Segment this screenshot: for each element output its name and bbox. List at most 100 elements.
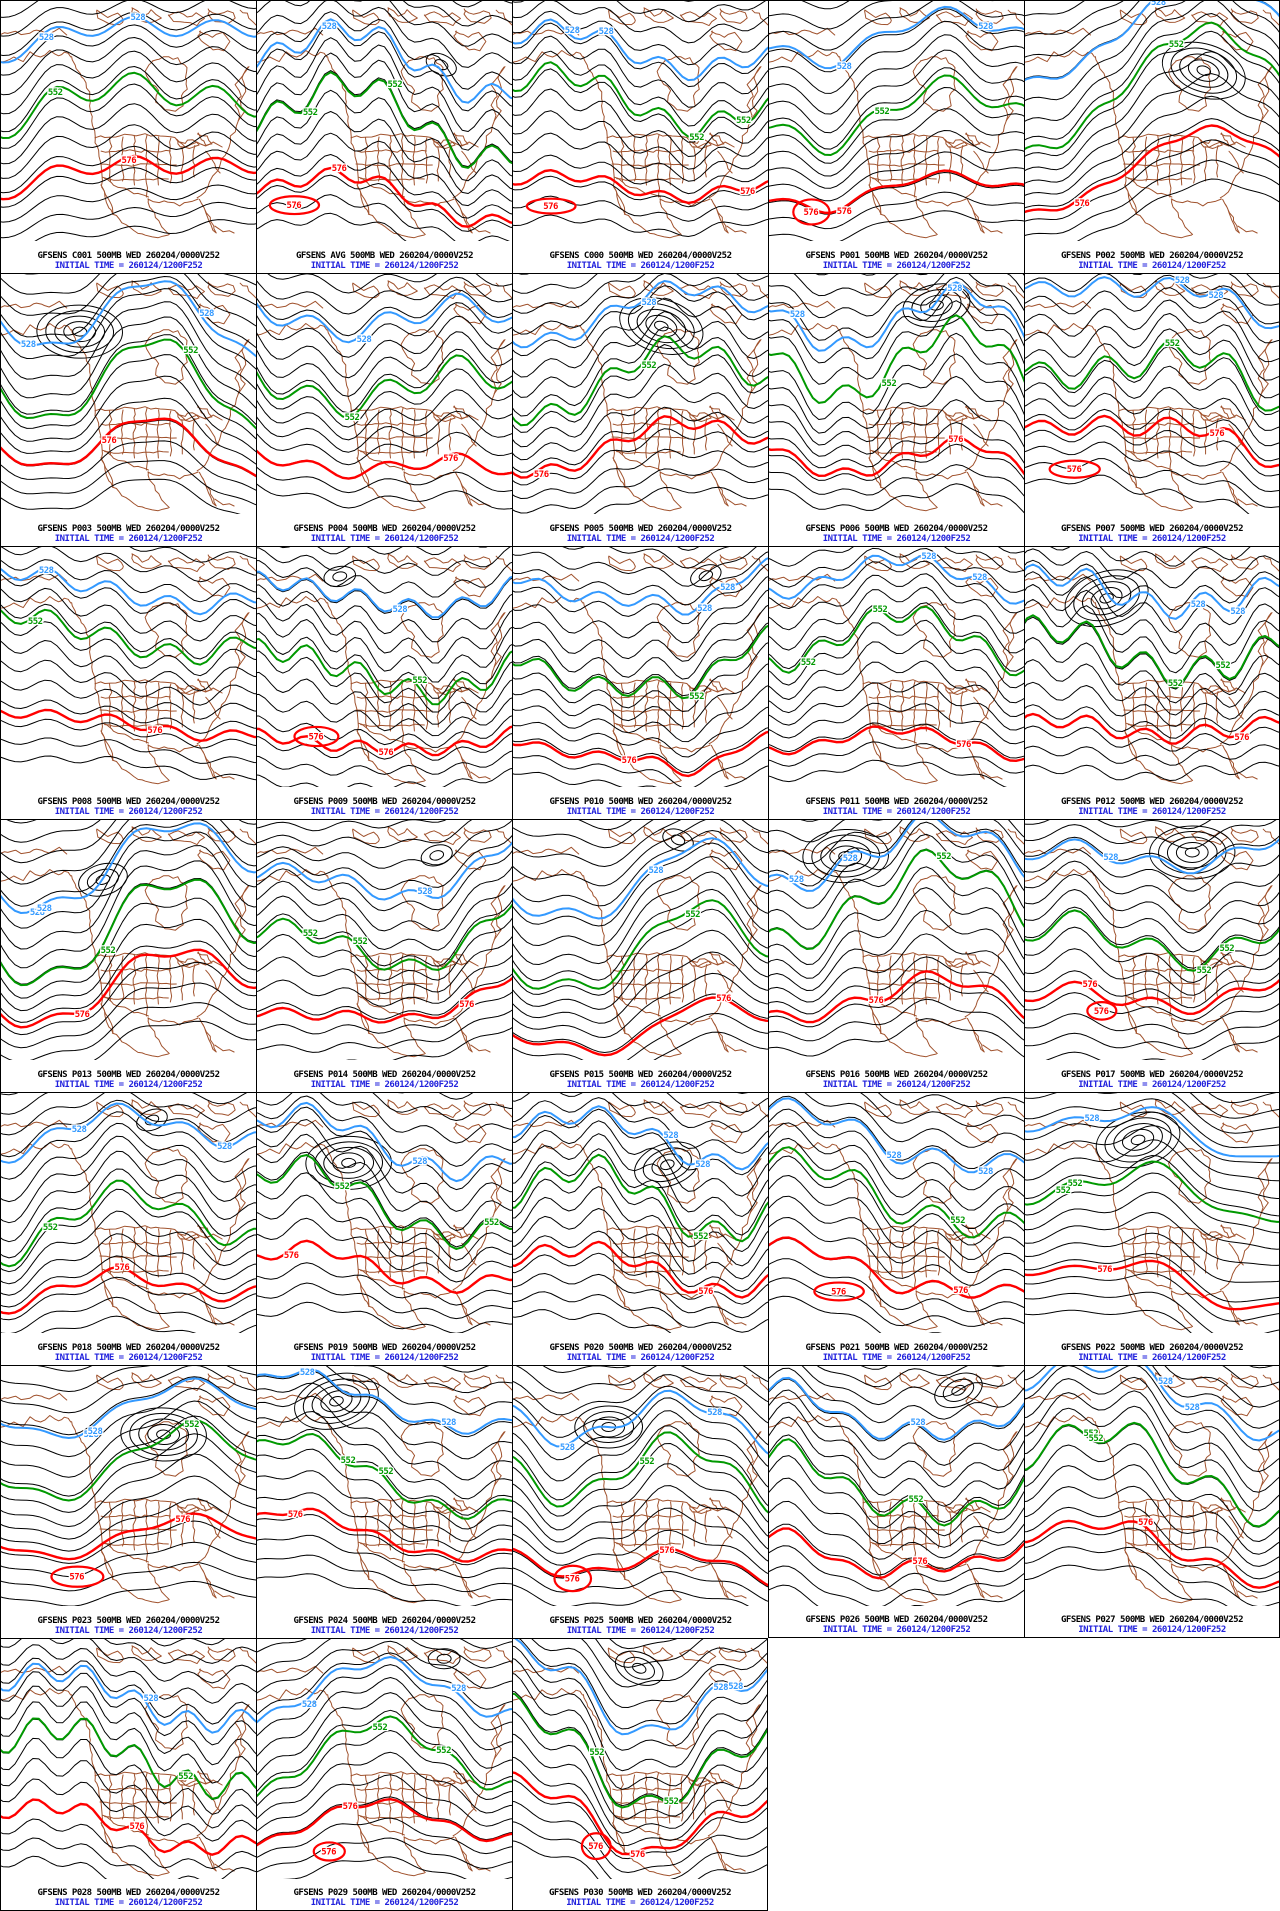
panel-initial-time: INITIAL TIME = 260124/1200F252 [310,1353,459,1363]
contour-value-label: 552 [373,1723,388,1733]
contour-value-label: 576 [69,1573,84,1583]
forecast-panel-p006: 528 528 552 576 GFSENS P006 500MB WED 260204… [768,273,1024,546]
contour-value-label: 528 [322,22,337,32]
contour-value-label: 552 [640,1457,655,1467]
contour-value-label: 528 [441,1418,456,1428]
panel-initial-time: INITIAL TIME = 260124/1200F252 [54,1898,203,1908]
contour-value-label: 528 [910,1418,925,1428]
contour-value-label: 528 [728,1682,743,1692]
contour-value-label: 552 [345,413,360,423]
contour-value-label: 552 [303,108,318,118]
panel-caption: GFSENS P010 500MB WED 260204/0000V252 INI… [513,797,768,817]
contour-value-label: 552 [335,1182,350,1192]
forecast-panel-p003: 528 528 552 576 GFSENS P003 500MB WED 260204… [0,273,256,546]
contour-map: 528 528 552 576 [769,274,1024,514]
panel-title: GFSENS P006 500MB WED 260204/0000V252 [805,524,988,534]
panel-caption: GFSENS C001 500MB WED 260204/0000V252 INI… [1,251,256,271]
contour-value-label: 528 [451,1684,466,1694]
panel-initial-time: INITIAL TIME = 260124/1200F252 [566,1080,715,1090]
panel-initial-time: INITIAL TIME = 260124/1200F252 [1078,1625,1226,1635]
contour-map: 528 552 576 [1,547,256,785]
panel-caption: GFSENS P018 500MB WED 260204/0000V252 INI… [1,1343,256,1363]
forecast-panel-p012: 528 528 552 552 576 GFSENS P012 500MB WED 260… [1024,546,1280,819]
contour-map: 528 528 552 576 [513,547,768,787]
contour-value-label: 528 [707,1408,722,1418]
contour-value-label: 552 [1197,966,1212,976]
panel-initial-time: INITIAL TIME = 260124/1200F252 [1078,1080,1226,1090]
forecast-panel-p013: 528 528 552 576 GFSENS P013 500MB WED 260204… [0,819,256,1092]
contour-map: 528 528 552 576 [1,274,256,514]
forecast-panel-p026: 528 552 576 GFSENS P026 500MB WED 260204/00… [768,1365,1024,1638]
panel-title: GFSENS P023 500MB WED 260204/0000V252 [37,1616,220,1626]
contour-map: 528 528 552 552 576 [769,547,1024,787]
panel-caption: GFSENS P012 500MB WED 260204/0000V252 INI… [1025,797,1279,817]
contour-value-label: 552 [882,379,897,389]
panel-caption: GFSENS P005 500MB WED 260204/0000V252 INI… [513,524,768,544]
contour-value-label: 552 [1089,1434,1104,1444]
panel-initial-time: INITIAL TIME = 260124/1200F252 [310,807,459,817]
contour-value-label: 576 [534,470,549,480]
contour-value-label: 528 [1175,276,1190,286]
contour-value-label: 552 [353,937,368,947]
contour-map: 528 552 576 [513,274,768,514]
contour-value-label: 552 [1216,661,1231,671]
contour-value-label: 528 [1085,1114,1100,1124]
contour-value-label: 552 [873,605,888,615]
contour-value-label: 576 [343,1802,358,1812]
contour-value-label: 576 [1094,1007,1109,1017]
contour-value-label: 552 [484,1218,499,1228]
panel-caption: GFSENS P011 500MB WED 260204/0000V252 INI… [769,797,1024,817]
panel-initial-time: INITIAL TIME = 260124/1200F252 [566,1626,715,1636]
panel-caption: GFSENS P022 500MB WED 260204/0000V252 INI… [1025,1343,1279,1363]
contour-value-label: 576 [831,1287,846,1297]
contour-map: 528 552 576 [769,1366,1024,1606]
contour-value-label: 576 [75,1010,90,1020]
panel-title: GFSENS P007 500MB WED 260204/0000V252 [1061,524,1243,534]
forecast-panel-p017: 528 552 552 576 576 GFSENS P017 500MB WED 260… [1024,819,1280,1092]
contour-value-label: 528 [695,1160,710,1170]
contour-value-label: 576 [543,202,558,212]
contour-value-label: 552 [412,676,427,686]
contour-value-label: 576 [321,1847,336,1857]
contour-value-label: 552 [875,107,890,117]
contour-value-label: 528 [1185,1403,1200,1413]
panel-title: GFSENS P004 500MB WED 260204/0000V252 [293,524,476,534]
panel-caption: GFSENS P015 500MB WED 260204/0000V252 INI… [513,1070,768,1090]
contour-value-label: 576 [115,1263,130,1273]
panel-caption: GFSENS P014 500MB WED 260204/0000V252 INI… [257,1070,512,1090]
contour-value-label: 552 [1219,944,1234,954]
contour-value-label: 576 [912,1557,927,1567]
panel-title: GFSENS P013 500MB WED 260204/0000V252 [37,1070,220,1080]
panel-title: GFSENS P026 500MB WED 260204/0000V252 [805,1615,988,1625]
contour-value-label: 576 [716,994,731,1004]
panel-title: GFSENS P020 500MB WED 260204/0000V252 [549,1343,732,1353]
contour-map: 528 528 552 576 [1,1093,256,1333]
contour-value-label: 528 [21,340,36,350]
panel-title: GFSENS P001 500MB WED 260204/0000V252 [805,251,988,261]
panel-initial-time: INITIAL TIME = 260124/1200F252 [310,1626,459,1636]
contour-value-label: 552 [101,946,116,956]
forecast-panel-avg: 528 552 552 576 576 GFSENS AVG 500MB WED 2602… [256,0,512,273]
contour-map: 528 528 552 552 576 576 [257,1639,512,1879]
panel-title: GFSENS P016 500MB WED 260204/0000V252 [805,1070,988,1080]
contour-value-label: 576 [869,996,884,1006]
contour-value-label: 528 [1151,1,1166,8]
panel-initial-time: INITIAL TIME = 260124/1200F252 [566,807,715,817]
contour-value-label: 576 [1083,980,1098,990]
contour-value-label: 528 [663,1131,678,1141]
panel-initial-time: INITIAL TIME = 260124/1200F252 [822,1353,971,1363]
contour-value-label: 576 [659,1546,674,1556]
contour-value-label: 528 [565,26,580,36]
contour-value-label: 576 [122,156,137,166]
contour-value-label: 552 [801,658,816,668]
contour-value-label: 552 [28,617,43,627]
panel-initial-time: INITIAL TIME = 260124/1200F252 [54,1080,203,1090]
panel-title: GFSENS P010 500MB WED 260204/0000V252 [549,797,732,807]
panel-title: GFSENS P027 500MB WED 260204/0000V252 [1061,1615,1243,1625]
contour-value-label: 576 [1075,199,1090,209]
contour-value-label: 552 [379,1467,394,1477]
contour-value-label: 576 [837,207,852,217]
contour-value-label: 552 [43,1223,58,1233]
contour-map: 528 528 552 552 576 576 [513,1,768,239]
panel-initial-time: INITIAL TIME = 260124/1200F252 [566,534,715,544]
